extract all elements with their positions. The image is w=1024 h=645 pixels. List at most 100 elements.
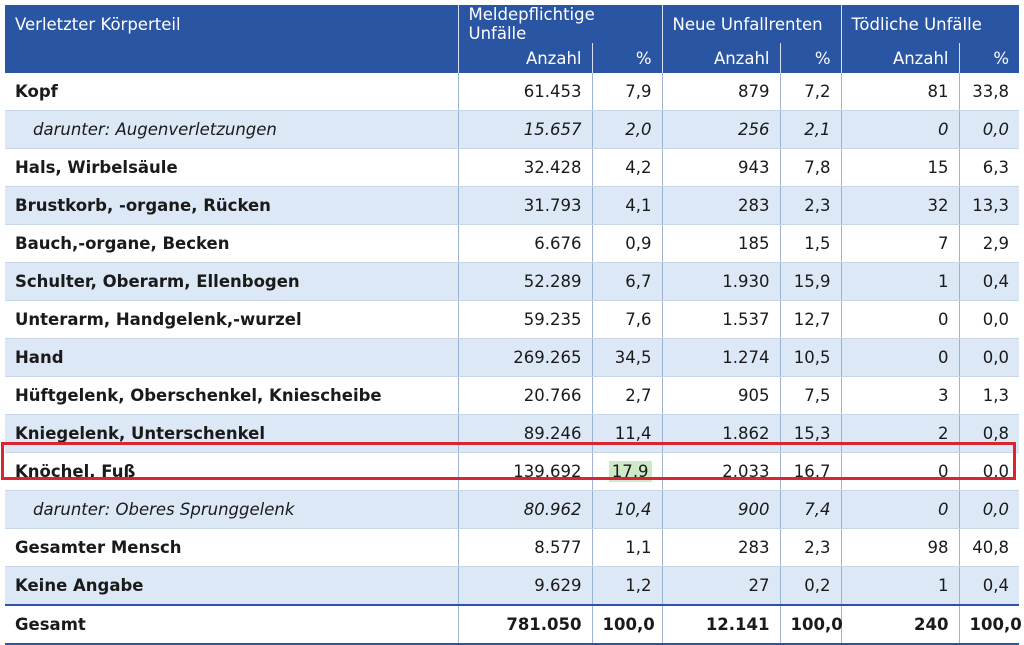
reportable-count-cell: 6.676: [457, 224, 592, 263]
pension-percent-cell: 12,7: [779, 300, 841, 339]
header-count: Anzahl: [457, 43, 592, 73]
fatal-percent-cell: 0,0: [958, 338, 1020, 377]
fatal-percent-cell: 100,0: [958, 604, 1022, 645]
reportable-percent-cell: 7,9: [591, 73, 662, 111]
pension-percent-cell: 16,7: [779, 452, 841, 491]
fatal-count-cell: 1: [840, 566, 959, 606]
row-label: darunter: Augenverletzungen: [5, 110, 458, 149]
header-row-subcolumns: Anzahl % Anzahl % Anzahl %: [5, 43, 1020, 73]
header-percent: %: [591, 43, 662, 73]
pension-count-cell: 1.537: [661, 300, 780, 339]
fatal-percent-cell: 2,9: [958, 224, 1020, 263]
pension-count-cell: 943: [661, 148, 780, 187]
reportable-percent-cell: 1,1: [591, 528, 662, 567]
header-count: Anzahl: [840, 43, 959, 73]
reportable-percent-cell: 4,2: [591, 148, 662, 187]
pension-percent-cell: 7,8: [779, 148, 841, 187]
reportable-count-cell: 15.657: [457, 110, 592, 149]
pension-count-cell: 283: [661, 186, 780, 225]
fatal-count-cell: 0: [840, 338, 959, 377]
fatal-percent-cell: 0,0: [958, 452, 1020, 491]
highlighted-value: 17,9: [608, 461, 652, 482]
row-label: darunter: Oberes Sprunggelenk: [5, 490, 458, 529]
pension-count-cell: 1.274: [661, 338, 780, 377]
pension-percent-cell: 15,9: [779, 262, 841, 301]
reportable-count-cell: 89.246: [457, 414, 592, 453]
reportable-count-cell: 781.050: [457, 604, 592, 645]
pension-percent-cell: 15,3: [779, 414, 841, 453]
fatal-count-cell: 0: [840, 300, 959, 339]
row-label: Unterarm, Handgelenk,-wurzel: [5, 300, 458, 339]
reportable-count-cell: 61.453: [457, 73, 592, 111]
header-body-part: Verletzter Körperteil: [5, 5, 458, 43]
reportable-count-cell: 20.766: [457, 376, 592, 415]
fatal-count-cell: 15: [840, 148, 959, 187]
reportable-percent-cell: 2,7: [591, 376, 662, 415]
reportable-percent-cell: 11,4: [591, 414, 662, 453]
pension-count-cell: 256: [661, 110, 780, 149]
fatal-count-cell: 0: [840, 110, 959, 149]
fatal-count-cell: 1: [840, 262, 959, 301]
reportable-count-cell: 32.428: [457, 148, 592, 187]
row-label: Hals, Wirbelsäule: [5, 148, 458, 187]
row-label: Gesamter Mensch: [5, 528, 458, 567]
table-row: Kopf 61.453 7,9 879 7,2 81 33,8: [5, 73, 1020, 111]
reportable-percent-cell: 2,0: [591, 110, 662, 149]
row-label: Hand: [5, 338, 458, 377]
pension-count-cell: 185: [661, 224, 780, 263]
fatal-count-cell: 0: [840, 490, 959, 529]
header-percent: %: [958, 43, 1020, 73]
table-row: darunter: Oberes Sprunggelenk 80.962 10,4 9…: [5, 490, 1020, 529]
reportable-percent-cell: 1,2: [591, 566, 662, 606]
table-row: Brustkorb, -organe, Rücken 31.793 4,1 283 2,…: [5, 186, 1020, 225]
pension-percent-cell: 100,0: [779, 604, 843, 645]
fatal-percent-cell: 40,8: [958, 528, 1020, 567]
pension-percent-cell: 7,4: [779, 490, 841, 529]
pension-percent-cell: 1,5: [779, 224, 841, 263]
header-fatal-accidents: Tödliche Unfälle: [840, 5, 1020, 43]
fatal-percent-cell: 0,0: [958, 300, 1020, 339]
fatal-percent-cell: 0,4: [958, 262, 1020, 301]
row-label: Hüftgelenk, Oberschenkel, Kniescheibe: [5, 376, 458, 415]
pension-count-cell: 27: [661, 566, 780, 606]
pension-percent-cell: 7,2: [779, 73, 841, 111]
pension-percent-cell: 0,2: [779, 566, 841, 606]
row-label: Keine Angabe: [5, 566, 458, 606]
fatal-count-cell: 81: [840, 73, 959, 111]
pension-count-cell: 283: [661, 528, 780, 567]
table-row: Hand 269.265 34,5 1.274 10,5 0 0,0: [5, 338, 1020, 377]
pension-count-cell: 2.033: [661, 452, 780, 491]
fatal-percent-cell: 13,3: [958, 186, 1020, 225]
pension-count-cell: 1.862: [661, 414, 780, 453]
fatal-count-cell: 32: [840, 186, 959, 225]
header-percent: %: [779, 43, 841, 73]
injury-statistics-table: Verletzter Körperteil Meldepflichtige Un…: [5, 5, 1022, 645]
row-label: Schulter, Oberarm, Ellenbogen: [5, 262, 458, 301]
row-label: Knöchel, Fuß: [5, 452, 458, 491]
fatal-count-cell: 98: [840, 528, 959, 567]
pension-count-cell: 1.930: [661, 262, 780, 301]
header-row-groups: Verletzter Körperteil Meldepflichtige Un…: [5, 5, 1020, 43]
reportable-count-cell: 9.629: [457, 566, 592, 606]
fatal-count-cell: 7: [840, 224, 959, 263]
reportable-count-cell: 80.962: [457, 490, 592, 529]
row-label: Bauch,-organe, Becken: [5, 224, 458, 263]
reportable-percent-cell: 34,5: [591, 338, 662, 377]
reportable-percent-cell: 7,6: [591, 300, 662, 339]
pension-percent-cell: 2,3: [779, 186, 841, 225]
table-row: darunter: Augenverletzungen 15.657 2,0 256 2…: [5, 110, 1020, 149]
reportable-percent-cell: 10,4: [591, 490, 662, 529]
reportable-count-cell: 269.265: [457, 338, 592, 377]
row-label: Kniegelenk, Unterschenkel: [5, 414, 458, 453]
reportable-count-cell: 59.235: [457, 300, 592, 339]
reportable-count-cell: 8.577: [457, 528, 592, 567]
row-label: Brustkorb, -organe, Rücken: [5, 186, 458, 225]
header-reportable-accidents: Meldepflichtige Unfälle: [457, 5, 662, 43]
fatal-percent-cell: 0,8: [958, 414, 1020, 453]
pension-percent-cell: 2,3: [779, 528, 841, 567]
fatal-percent-cell: 6,3: [958, 148, 1020, 187]
reportable-count-cell: 31.793: [457, 186, 592, 225]
table-row: Hüftgelenk, Oberschenkel, Kniescheibe 20.…: [5, 376, 1020, 415]
table-row: Knöchel, Fuß 139.692 17,9 2.033 16,7 0 0,0: [5, 452, 1020, 491]
